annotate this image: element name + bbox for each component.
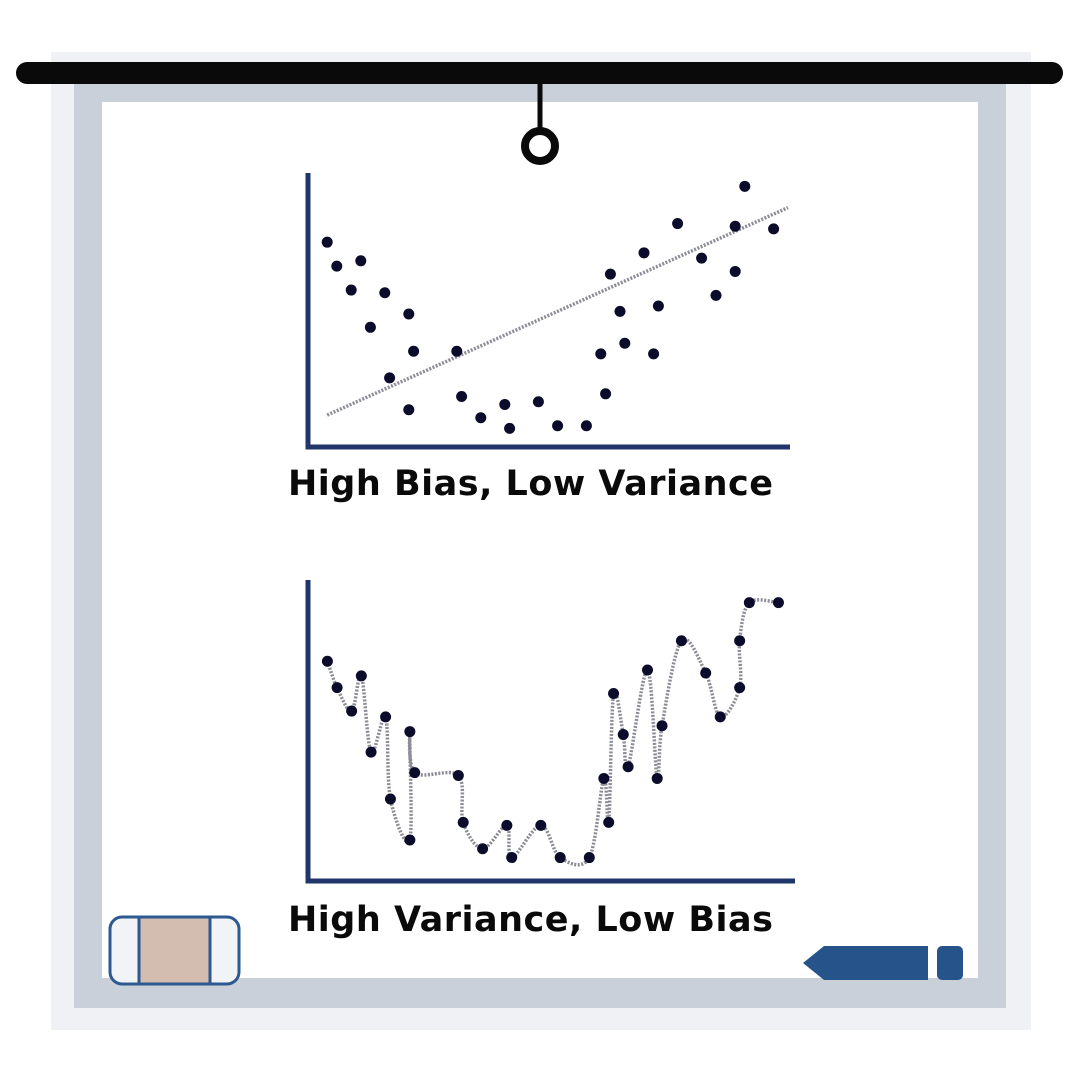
data-point (729, 265, 741, 277)
data-point (384, 793, 396, 805)
data-point (403, 308, 415, 320)
data-point (346, 705, 358, 717)
data-point (743, 597, 755, 609)
data-point (603, 816, 615, 828)
data-point (504, 422, 516, 434)
caption-high-bias-low-variance: High Bias, Low Variance (288, 464, 774, 504)
data-point (608, 687, 620, 699)
data-point (477, 843, 489, 855)
data-point (355, 255, 367, 267)
data-point (604, 268, 616, 280)
data-point (580, 420, 592, 432)
data-point (598, 772, 610, 784)
data-point (532, 396, 544, 408)
data-point (772, 597, 784, 609)
data-point (409, 767, 421, 779)
data-point (331, 260, 343, 272)
data-point (638, 247, 650, 259)
data-point (648, 348, 660, 360)
fit-curve (325, 598, 779, 867)
data-point (321, 655, 333, 667)
data-point (734, 635, 746, 647)
data-point (499, 398, 511, 410)
data-point (408, 345, 420, 357)
hanger-hook-icon (521, 84, 559, 165)
data-point (364, 321, 376, 333)
caption-high-variance-low-bias: High Variance, Low Bias (288, 900, 774, 940)
data-point (651, 772, 663, 784)
data-point (355, 670, 367, 682)
data-point (622, 761, 634, 773)
data-point (321, 236, 333, 248)
data-point (595, 348, 607, 360)
data-point (535, 819, 547, 831)
data-point (656, 720, 668, 732)
data-point (365, 746, 377, 758)
data-point (404, 834, 416, 846)
data-point (456, 390, 468, 402)
data-point (734, 682, 746, 694)
data-point (652, 300, 664, 312)
data-point (506, 852, 518, 864)
scatter-chart-high-bias (305, 173, 790, 450)
data-point (380, 711, 392, 723)
data-point (554, 852, 566, 864)
data-point (696, 252, 708, 264)
data-point (451, 345, 463, 357)
whiteboard-surface (102, 102, 978, 978)
data-point (672, 218, 684, 230)
data-point (457, 816, 469, 828)
data-point (739, 180, 751, 192)
data-point (619, 337, 631, 349)
data-point (403, 404, 415, 416)
data-point (331, 682, 343, 694)
data-point (452, 770, 464, 782)
fit-line (326, 206, 789, 417)
data-point (501, 819, 513, 831)
data-point (583, 852, 595, 864)
data-point (552, 420, 564, 432)
data-point (379, 287, 391, 299)
data-point (642, 664, 653, 676)
data-point (384, 372, 396, 384)
data-point (675, 635, 687, 647)
marker-pen-icon[interactable] (803, 946, 963, 980)
data-point (600, 388, 612, 400)
data-point (614, 305, 626, 317)
data-point (404, 726, 416, 738)
data-point (475, 412, 487, 424)
data-point (345, 284, 357, 296)
data-point (617, 729, 629, 740)
data-point (768, 223, 780, 235)
data-point (700, 667, 712, 679)
whiteboard-eraser-icon[interactable] (108, 915, 241, 986)
data-point (710, 289, 722, 301)
scatter-chart-high-variance (305, 580, 795, 884)
data-point (729, 220, 741, 232)
data-point (714, 711, 726, 723)
